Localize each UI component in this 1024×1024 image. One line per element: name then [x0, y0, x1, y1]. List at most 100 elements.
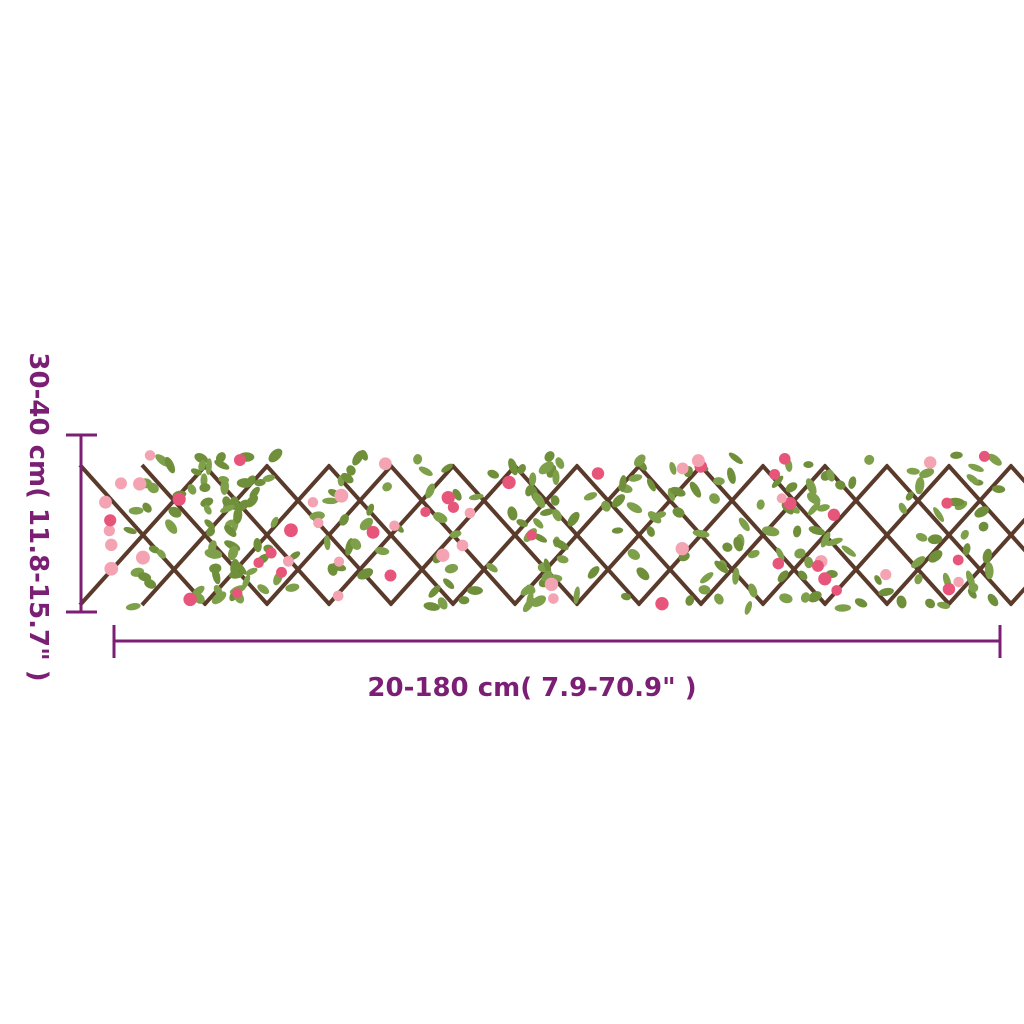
leaf: [747, 549, 760, 559]
leaf: [309, 511, 325, 521]
flower: [384, 569, 397, 582]
leaf: [552, 509, 562, 522]
height-dimension-bracket: [66, 433, 97, 614]
flower: [941, 497, 953, 509]
leaf: [123, 526, 137, 535]
leaf: [357, 568, 374, 580]
leaf: [798, 570, 808, 581]
flower: [233, 454, 246, 467]
leaf: [960, 529, 969, 540]
leaf: [544, 451, 555, 462]
leaf: [689, 481, 702, 498]
flower: [831, 585, 842, 596]
leaf: [433, 512, 448, 524]
leaf: [200, 497, 214, 508]
flower: [420, 506, 431, 518]
leaf: [619, 475, 627, 492]
flower: [378, 457, 392, 471]
leaf: [322, 497, 339, 505]
leaf: [165, 519, 178, 534]
leaf: [950, 451, 963, 459]
leaf: [525, 584, 536, 594]
leaf: [360, 449, 368, 461]
leaf: [487, 469, 500, 479]
flower: [676, 462, 689, 475]
leaf: [224, 524, 237, 537]
leaf: [633, 454, 646, 467]
leaf: [425, 483, 435, 499]
leaf: [692, 529, 710, 538]
leaf: [685, 595, 695, 606]
leaf: [242, 574, 251, 589]
flower: [276, 566, 287, 578]
leaf: [449, 530, 462, 539]
leaf: [848, 476, 857, 489]
leaf: [467, 586, 483, 595]
leaf: [204, 519, 215, 530]
leaf: [911, 556, 926, 569]
flower: [334, 488, 349, 503]
leaf: [732, 567, 740, 585]
leaf: [346, 465, 356, 476]
leaf: [978, 521, 989, 532]
leaf: [249, 486, 260, 499]
trellis-slat: [264, 463, 394, 607]
flower: [103, 525, 115, 537]
leaf: [125, 603, 141, 611]
leaf: [203, 504, 212, 515]
trellis-image: [78, 448, 1024, 615]
flower: [133, 477, 147, 491]
leaf: [413, 454, 423, 465]
leaf: [533, 518, 544, 529]
leaf: [233, 507, 243, 524]
trellis-slat: [822, 463, 952, 607]
leaf: [583, 492, 598, 501]
trellis-slat: [450, 463, 580, 607]
flower: [675, 541, 689, 556]
leaf: [756, 499, 765, 510]
leaf: [982, 548, 993, 564]
trellis-slat: [884, 463, 1014, 607]
leaf: [418, 466, 433, 477]
leaf: [423, 602, 440, 611]
leaf: [428, 585, 441, 598]
leaf: [531, 595, 547, 607]
leaf: [991, 485, 1006, 493]
leaf: [199, 483, 211, 493]
leaf: [220, 504, 235, 514]
trellis-slat: [202, 463, 332, 607]
leaf: [825, 537, 843, 547]
leaf: [728, 452, 743, 465]
leaf: [714, 560, 729, 574]
leaf: [262, 474, 276, 482]
leaf: [835, 480, 846, 490]
leaf: [738, 517, 750, 532]
leaf: [552, 469, 560, 485]
leaf: [198, 460, 206, 472]
flower: [447, 501, 460, 513]
leaf: [627, 548, 641, 560]
leaf: [968, 582, 979, 593]
leaf: [984, 562, 994, 580]
flower: [104, 561, 119, 576]
flower: [284, 523, 298, 538]
leaf: [245, 494, 259, 508]
leaf: [323, 535, 331, 551]
flower: [502, 475, 516, 490]
leaf: [968, 463, 984, 473]
flower: [811, 560, 824, 572]
leaf: [709, 493, 720, 504]
leaf: [517, 464, 526, 474]
leaf: [214, 459, 230, 470]
flower: [818, 572, 832, 586]
flower: [456, 539, 469, 552]
leaf: [820, 531, 831, 548]
leaf: [927, 534, 943, 545]
leaf: [437, 597, 448, 610]
leaf: [933, 507, 945, 522]
flower: [441, 490, 455, 505]
leaf: [516, 519, 528, 528]
leaf: [841, 545, 857, 557]
leaf: [339, 514, 349, 526]
